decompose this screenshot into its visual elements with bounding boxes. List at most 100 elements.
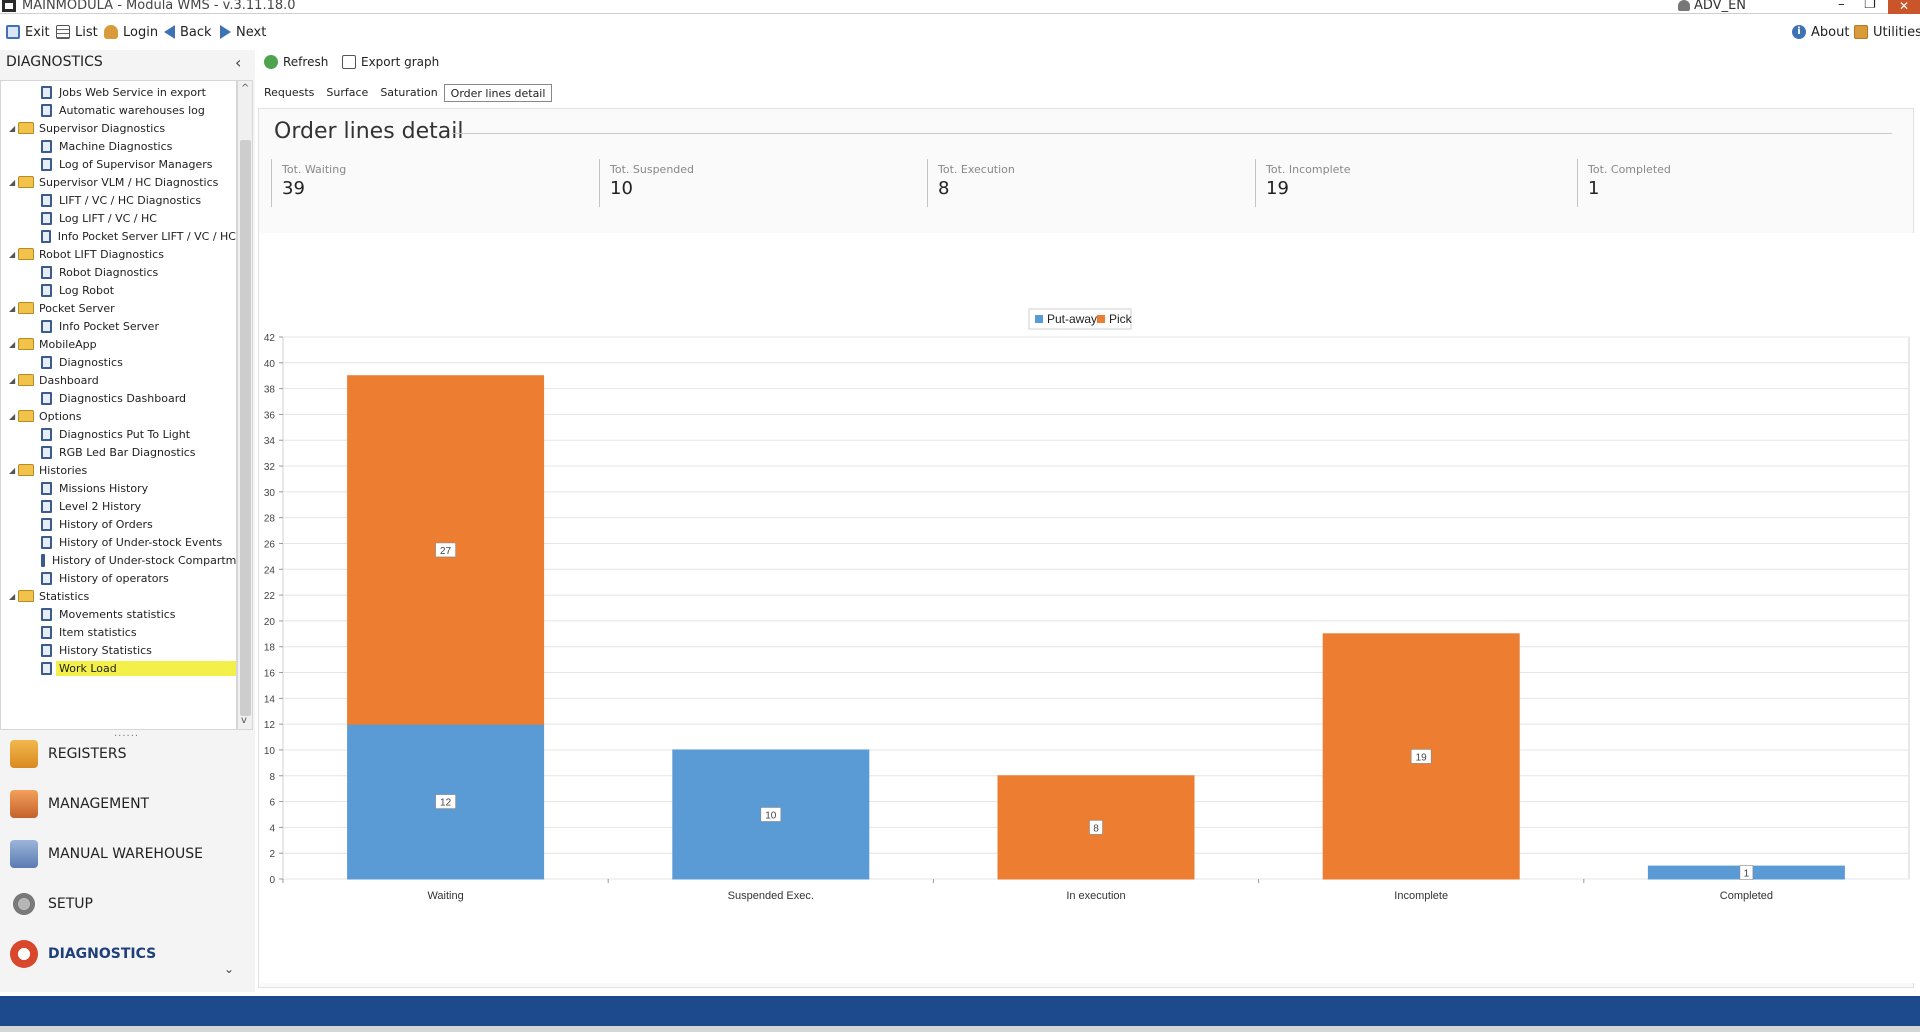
- about-button[interactable]: i About: [1792, 22, 1849, 42]
- nav-setup-label: SETUP: [48, 896, 93, 912]
- minimize-icon[interactable]: –: [1838, 0, 1845, 12]
- tab-surface[interactable]: Surface: [326, 86, 369, 99]
- y-tick-label: 4: [269, 823, 275, 834]
- tree-item-label: History of Under-stock Events: [59, 535, 223, 549]
- tree-item[interactable]: Item statistics: [1, 623, 236, 641]
- tree-item[interactable]: Info Pocket Server: [1, 317, 236, 335]
- expand-toggle-icon[interactable]: ◢: [9, 177, 16, 187]
- document-icon: [41, 427, 52, 441]
- tree-item[interactable]: History of operators: [1, 569, 236, 587]
- tree-folder[interactable]: ◢ Histories: [1, 461, 236, 479]
- nav-setup[interactable]: SETUP: [10, 886, 250, 922]
- next-button[interactable]: Next: [220, 22, 266, 42]
- tree-item[interactable]: Diagnostics: [1, 353, 236, 371]
- y-tick-label: 26: [264, 539, 276, 550]
- tree-item[interactable]: Info Pocket Server LIFT / VC / HC: [1, 227, 236, 245]
- expand-toggle-icon[interactable]: ◢: [9, 411, 16, 421]
- tree-item[interactable]: Diagnostics Dashboard: [1, 389, 236, 407]
- exit-button[interactable]: Exit: [6, 22, 50, 42]
- data-label: 19: [1416, 752, 1428, 763]
- tree-item-label: LIFT / VC / HC Diagnostics: [59, 193, 202, 207]
- tree-folder[interactable]: ◢ Statistics: [1, 587, 236, 605]
- refresh-button[interactable]: Refresh: [264, 55, 328, 69]
- tree-folder[interactable]: ◢ Pocket Server: [1, 299, 236, 317]
- document-icon: [41, 445, 52, 459]
- y-tick-label: 38: [264, 385, 276, 396]
- restore-icon[interactable]: ❐: [1864, 0, 1876, 12]
- more-sections-chevron-icon[interactable]: ⌄: [224, 962, 235, 976]
- tree-folder[interactable]: ◢ Options: [1, 407, 236, 425]
- collapse-panel-icon[interactable]: ‹: [235, 53, 242, 72]
- tree-item[interactable]: Machine Diagnostics: [1, 137, 236, 155]
- tree-item[interactable]: History of Under-stock Events: [1, 533, 236, 551]
- tree-item[interactable]: LIFT / VC / HC Diagnostics: [1, 191, 236, 209]
- tree-item[interactable]: Jobs Web Service in export: [1, 83, 236, 101]
- tree-item[interactable]: Log of Supervisor Managers: [1, 155, 236, 173]
- document-icon: [41, 139, 52, 153]
- login-button[interactable]: Login: [104, 22, 158, 42]
- window-titlebar: MAINMODULA - Modula WMS - v.3.11.18.0 AD…: [0, 0, 1920, 14]
- tree-item[interactable]: Work Load: [1, 659, 236, 677]
- tree-folder[interactable]: ◢ Dashboard: [1, 371, 236, 389]
- expand-toggle-icon[interactable]: ◢: [9, 375, 16, 385]
- document-icon: [41, 391, 52, 405]
- utilities-button[interactable]: Utilities: [1854, 22, 1920, 42]
- nav-management[interactable]: MANAGEMENT: [10, 786, 250, 822]
- export-graph-button[interactable]: Export graph: [342, 55, 439, 69]
- y-tick-label: 8: [269, 772, 275, 783]
- scroll-up-icon[interactable]: ^: [241, 83, 250, 94]
- scrollbar-thumb[interactable]: [240, 140, 251, 716]
- expand-toggle-icon[interactable]: ◢: [9, 591, 16, 601]
- tree-item[interactable]: Automatic warehouses log: [1, 101, 236, 119]
- tree-item[interactable]: Movements statistics: [1, 605, 236, 623]
- data-label-box: [1089, 820, 1103, 835]
- folder-icon: [18, 302, 34, 314]
- panel-splitter[interactable]: ......: [114, 728, 140, 739]
- tab-order-lines-detail[interactable]: Order lines detail: [443, 84, 553, 102]
- tree-folder[interactable]: ◢ MobileApp: [1, 335, 236, 353]
- data-label: 1: [1744, 869, 1750, 880]
- back-button[interactable]: Back: [164, 22, 212, 42]
- kpi-label: Tot. Waiting: [282, 163, 347, 176]
- scroll-down-icon[interactable]: v: [241, 715, 247, 726]
- sub-toolbar: Refresh Export graph: [258, 50, 1920, 80]
- tree-item[interactable]: Level 2 History: [1, 497, 236, 515]
- tree-item[interactable]: Missions History: [1, 479, 236, 497]
- nav-manual-warehouse[interactable]: MANUAL WAREHOUSE: [10, 836, 250, 872]
- bottom-strip: [0, 1026, 1920, 1032]
- nav-diagnostics[interactable]: DIAGNOSTICS: [10, 936, 250, 972]
- tree-item[interactable]: RGB Led Bar Diagnostics: [1, 443, 236, 461]
- tab-requests[interactable]: Requests: [264, 86, 315, 99]
- diagnostics-tree: Jobs Web Service in export Automatic ware…: [0, 80, 237, 730]
- tree-item[interactable]: Log LIFT / VC / HC: [1, 209, 236, 227]
- tree-folder[interactable]: ◢ Supervisor Diagnostics: [1, 119, 236, 137]
- document-icon: [41, 571, 52, 585]
- legend-label: Put-away: [1047, 312, 1097, 326]
- data-label-box: [760, 807, 782, 822]
- list-button[interactable]: List: [56, 22, 98, 42]
- tree-item[interactable]: Robot Diagnostics: [1, 263, 236, 281]
- tree-folder[interactable]: ◢ Supervisor VLM / HC Diagnostics: [1, 173, 236, 191]
- main-content: Refresh Export graph Requests Surface Sa…: [258, 50, 1920, 992]
- expand-toggle-icon[interactable]: ◢: [9, 249, 16, 259]
- expand-toggle-icon[interactable]: ◢: [9, 123, 16, 133]
- tree-item[interactable]: Log Robot: [1, 281, 236, 299]
- expand-toggle-icon[interactable]: ◢: [9, 339, 16, 349]
- title-divider: [452, 133, 1892, 134]
- document-icon: [41, 625, 52, 639]
- document-icon: [41, 229, 51, 243]
- expand-toggle-icon[interactable]: ◢: [9, 303, 16, 313]
- tree-item[interactable]: Diagnostics Put To Light: [1, 425, 236, 443]
- x-tick-label: Incomplete: [1394, 890, 1448, 902]
- tab-saturation[interactable]: Saturation: [380, 86, 438, 99]
- tree-item[interactable]: History of Under-stock Compartm...: [1, 551, 236, 569]
- close-icon[interactable]: ✕: [1888, 0, 1920, 14]
- tree-item[interactable]: History of Orders: [1, 515, 236, 533]
- expand-toggle-icon[interactable]: ◢: [9, 465, 16, 475]
- tree-folder[interactable]: ◢ Robot LIFT Diagnostics: [1, 245, 236, 263]
- tree-item-label: Level 2 History: [59, 499, 142, 513]
- setup-icon: [10, 890, 38, 918]
- tree-scrollbar[interactable]: ^ v: [237, 80, 253, 730]
- tree-item[interactable]: History Statistics: [1, 641, 236, 659]
- nav-registers[interactable]: REGISTERS: [10, 736, 250, 772]
